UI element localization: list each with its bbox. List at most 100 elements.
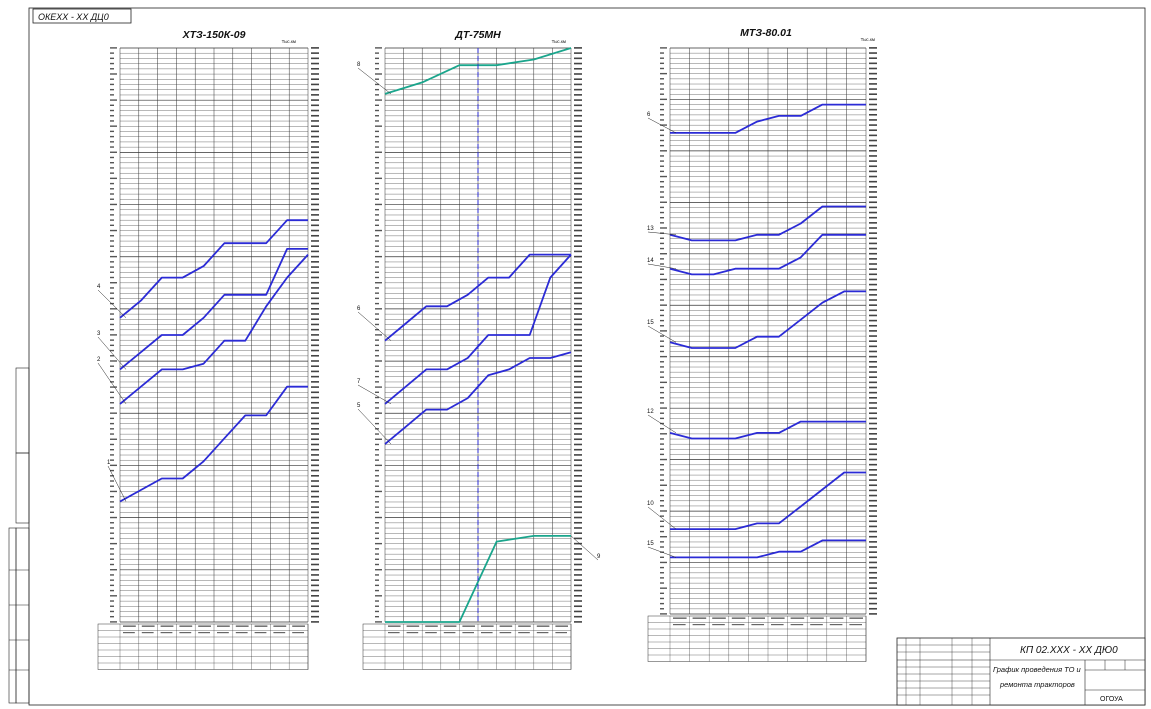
table-cell-text — [810, 617, 824, 619]
scale-mark — [311, 568, 319, 571]
scale-mark — [574, 198, 582, 201]
scale-mark — [869, 469, 877, 471]
scale-mark — [574, 146, 582, 148]
scale-mark — [574, 250, 582, 253]
scale-mark — [869, 592, 877, 595]
scale-mark — [311, 349, 319, 352]
scale-mark — [311, 172, 319, 174]
table-cell-text — [829, 617, 844, 619]
tick-mark — [660, 165, 664, 167]
tick-mark — [110, 407, 114, 409]
tick-mark — [110, 323, 114, 326]
tick-mark — [375, 605, 379, 607]
scale-mark — [869, 144, 877, 147]
scale-mark — [574, 156, 582, 159]
leader-line — [357, 408, 392, 445]
tick-mark — [375, 99, 382, 101]
tick-mark — [660, 474, 664, 476]
scale-mark — [311, 448, 319, 451]
table-cell-text — [712, 617, 726, 619]
series-label: 8 — [357, 62, 361, 68]
tick-mark — [375, 355, 379, 357]
scale-mark — [574, 203, 582, 206]
series-line — [385, 535, 571, 623]
scale-mark — [311, 511, 319, 514]
tick-mark — [660, 613, 667, 615]
tick-mark — [660, 175, 667, 178]
series-label: 4 — [97, 284, 101, 290]
scale-mark — [869, 479, 877, 481]
tick-mark — [660, 438, 664, 440]
tick-mark — [110, 485, 114, 487]
tick-mark — [660, 355, 667, 358]
tick-mark — [375, 621, 382, 623]
scale-mark — [311, 428, 319, 430]
tick-mark — [660, 515, 664, 517]
scale-mark — [311, 490, 319, 493]
tick-mark — [110, 52, 114, 54]
tick-mark — [375, 485, 379, 487]
leader-line — [97, 289, 127, 318]
scale-mark — [574, 62, 582, 65]
leader-line — [647, 231, 677, 236]
table-cell-text — [673, 624, 686, 626]
scale-mark — [869, 309, 877, 312]
scale-mark — [869, 165, 877, 168]
scale-mark — [869, 520, 877, 523]
scale-mark — [869, 355, 877, 358]
scale-mark — [574, 266, 582, 268]
scale-mark — [869, 335, 877, 337]
tick-mark — [110, 438, 117, 440]
tick-mark — [375, 610, 379, 613]
tick-mark — [110, 115, 114, 117]
scale-mark — [574, 78, 582, 81]
table-cell-text — [388, 625, 401, 627]
tick-mark — [660, 227, 667, 229]
tick-mark — [375, 422, 379, 425]
tick-mark — [660, 129, 664, 131]
table-cell-text — [406, 625, 420, 627]
tick-mark — [110, 229, 117, 232]
scale-mark — [574, 193, 582, 195]
scale-mark — [869, 103, 877, 106]
tick-mark — [110, 104, 114, 106]
tick-mark — [110, 595, 117, 597]
scale-mark — [311, 73, 319, 75]
tick-mark — [660, 52, 664, 54]
tick-mark — [110, 255, 117, 258]
tick-mark — [660, 520, 664, 522]
table-cell-text — [810, 624, 823, 626]
tick-mark — [660, 345, 664, 348]
series-label: 15 — [647, 541, 654, 547]
table-cell-text — [771, 617, 785, 619]
tick-mark — [375, 250, 379, 253]
tick-mark — [375, 328, 379, 331]
scale-mark — [574, 245, 582, 247]
scale-mark — [311, 245, 319, 247]
scale-mark — [574, 495, 582, 498]
tick-mark — [375, 381, 379, 383]
scale-mark — [869, 278, 877, 281]
scale-mark — [574, 287, 582, 289]
tick-mark — [375, 292, 379, 294]
scale-mark — [311, 600, 319, 602]
tick-mark — [110, 266, 114, 268]
tick-mark — [660, 242, 664, 245]
tick-mark — [110, 151, 117, 153]
scale-mark — [869, 160, 877, 162]
title-block-title-1: График проведения ТО и — [993, 665, 1081, 674]
tick-mark — [660, 453, 664, 456]
tick-mark — [110, 433, 114, 435]
tick-mark — [375, 47, 382, 49]
scale-mark — [869, 484, 877, 487]
scale-mark — [869, 227, 877, 229]
scale-mark — [311, 297, 319, 300]
table-cell-text — [499, 632, 512, 634]
panel-title: ХТЗ-150К-09 — [182, 29, 246, 41]
scale-mark — [311, 281, 319, 284]
tick-mark — [110, 135, 114, 138]
series-line — [384, 253, 571, 342]
scale-mark — [574, 125, 582, 127]
scale-mark — [311, 422, 319, 425]
scale-mark — [311, 454, 319, 456]
